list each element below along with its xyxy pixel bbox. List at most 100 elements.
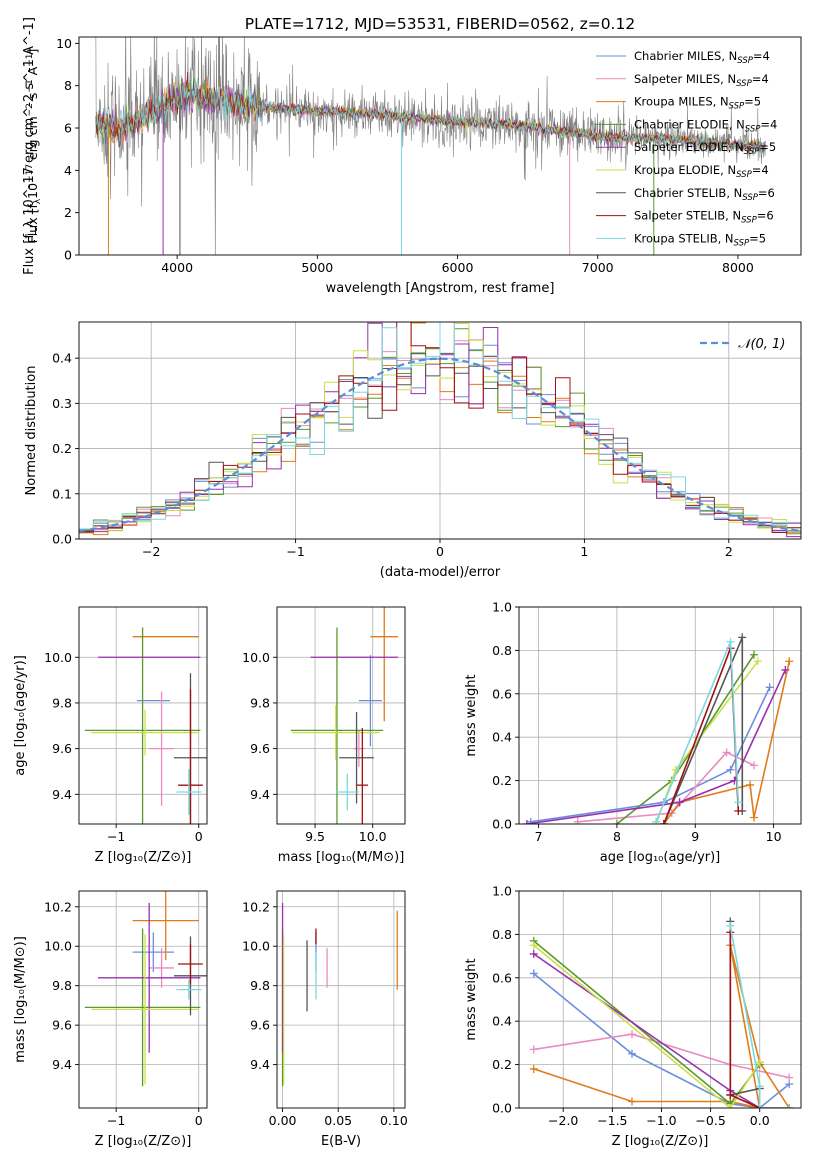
weight-marker [726, 921, 735, 930]
x-axis-label: Z [log₁₀(Z/Z⊙)] [95, 1134, 192, 1149]
y-tick-label: 9.6 [52, 1018, 72, 1033]
x-tick-label: 10.0 [359, 829, 387, 844]
panel-weight_vs_z: −2.0 −1.5 −1.0 −0.5 0.0 0.0 0.2 0.4 0.6 0.8 1.0 Z [… [464, 884, 802, 1149]
plot-area [84, 627, 207, 824]
y-tick-label: 0.3 [52, 396, 72, 411]
plot-area [290, 607, 399, 824]
weight-line-2 [663, 661, 791, 824]
y-tick-label: 0.8 [492, 927, 512, 942]
x-tick-label: −1 [107, 829, 125, 844]
x-tick-label: 0 [195, 1113, 203, 1128]
x-axis-label: wavelength [Angstrom, rest frame] [326, 281, 555, 296]
panel-age_vs_z: −1 0 9.4 9.6 9.8 10.0 Z [log₁₀(Z/Z⊙)] age [log₁… [13, 606, 208, 865]
weight-marker [755, 1082, 764, 1091]
weight-marker [627, 1030, 636, 1039]
y-tick-label: 9.8 [250, 978, 270, 993]
x-tick-label: 2 [725, 544, 733, 559]
axes-frame [518, 606, 802, 825]
y-tick-label: 0.0 [52, 532, 72, 547]
weight-marker [652, 817, 661, 824]
y-tick-label: 9.6 [52, 741, 72, 756]
weight-marker [573, 817, 582, 824]
histogram-8 [79, 322, 801, 531]
x-tick-label: 1 [580, 544, 588, 559]
weight-marker [522, 820, 531, 824]
x-axis-label: mass [log₁₀(M/M⊙)] [278, 850, 405, 865]
plot-area [281, 902, 398, 1087]
axes-frame [78, 890, 208, 1109]
weight-marker [627, 1049, 636, 1058]
panel-weight_vs_age: 7 8 9 10 0.0 0.2 0.4 0.6 0.8 1.0 age [log₁₀(age/yr… [464, 600, 802, 865]
legend-entry: Salpeter MILES, NSSP=4 [634, 72, 769, 89]
panel-age_vs_mass: 9.5 10.0 9.4 9.6 9.8 10.0 mass [log₁₀(M/M⊙)] [242, 606, 406, 865]
x-tick-label: 7 [535, 829, 543, 844]
y-axis-label: Flux [f_λ 10^-17 erg cm^-2 s^-1 A^-1] [22, 17, 37, 275]
weight-marker [734, 806, 743, 815]
legend-entry: Kroupa STELIB, NSSP=5 [634, 231, 766, 248]
y-tick-label: 10.0 [44, 650, 72, 665]
y-axis-label: mass weight [464, 674, 479, 756]
weight-marker [726, 637, 735, 646]
panel-residuals: −2 −1 0 1 2 0.0 0.1 0.2 0.3 0.4 (data-model)/error… [24, 321, 802, 580]
y-tick-label: 0.6 [492, 970, 512, 985]
y-tick-label: 9.4 [52, 1057, 72, 1072]
panel-spectrum: 4000 5000 6000 7000 8000 0 2 4 6 8 10 wavelength [A… [22, 17, 802, 296]
plot-area [95, 37, 767, 255]
legend-entry: Kroupa ELODIE, NSSP=4 [634, 163, 769, 180]
weight-marker [755, 1058, 764, 1067]
weight-line-1 [533, 1033, 790, 1079]
y-tick-label: 0.4 [492, 730, 512, 745]
y-tick-label: 9.6 [250, 741, 270, 756]
y-tick-label: 0 [64, 248, 72, 263]
weight-marker [753, 657, 762, 666]
x-tick-label: 0.10 [380, 1113, 408, 1128]
legend-entry: Chabrier MILES, NSSP=4 [634, 49, 770, 66]
legend-entry: Salpeter ELODIE, NSSP=5 [634, 140, 776, 157]
y-tick-label: 0.1 [52, 486, 72, 501]
y-tick-label: 10 [56, 36, 72, 51]
panel-mass_vs_z: −1 0 9.4 9.6 9.8 10.0 10.2 Z [log₁₀(Z/Z⊙)] mass … [13, 890, 208, 1149]
x-tick-label: −2 [142, 544, 160, 559]
y-tick-label: 0.2 [52, 441, 72, 456]
histogram-7 [79, 322, 801, 533]
y-tick-label: 10.2 [44, 899, 72, 914]
y-tick-label: 0.6 [492, 686, 512, 701]
weight-marker [675, 798, 684, 807]
y-axis-label: Normed distribution [24, 366, 39, 496]
y-tick-label: 9.4 [250, 787, 270, 802]
legend-entry: Chabrier STELIB, NSSP=6 [634, 186, 775, 203]
y-axis-label: mass [log₁₀(M/M⊙)] [13, 936, 28, 1063]
axes-frame [518, 890, 802, 1109]
weight-line-5 [533, 944, 761, 1108]
x-tick-label: −2.0 [548, 1113, 578, 1128]
y-tick-label: 10.2 [242, 899, 270, 914]
y-tick-label: 10.0 [44, 939, 72, 954]
normal-reference-curve [79, 357, 801, 533]
y-tick-label: 10.0 [242, 650, 270, 665]
y-tick-label: 9.6 [250, 1018, 270, 1033]
legend-entry: Kroupa MILES, NSSP=5 [634, 95, 761, 112]
plot-area [529, 917, 794, 1108]
weight-marker [722, 748, 731, 757]
plot-area [79, 322, 801, 538]
weight-line-8 [729, 925, 790, 1108]
x-axis-label: Z [log₁₀(Z/Z⊙)] [612, 1134, 709, 1149]
x-axis-label: (data-model)/error [380, 565, 501, 580]
weight-marker [755, 1104, 764, 1108]
x-tick-label: −1.5 [597, 1113, 627, 1128]
weight-marker [726, 1104, 735, 1108]
legend-entry: Salpeter STELIB, NSSP=6 [634, 209, 774, 226]
y-tick-label: 0.2 [492, 1057, 512, 1072]
weight-marker [785, 657, 794, 666]
legend-entry: Chabrier ELODIE, NSSP=4 [634, 117, 777, 134]
weight-marker [529, 941, 538, 950]
x-axis-label: age [log₁₀(age/yr)] [600, 850, 721, 865]
x-tick-label: 0 [195, 829, 203, 844]
weight-marker [750, 761, 758, 770]
y-axis-label: mass weight [464, 958, 479, 1040]
y-axis-label: age [log₁₀(age/yr)] [13, 655, 28, 776]
x-tick-label: 0.05 [324, 1113, 352, 1128]
weight-marker [529, 1045, 538, 1054]
x-tick-label: 9.5 [305, 829, 325, 844]
